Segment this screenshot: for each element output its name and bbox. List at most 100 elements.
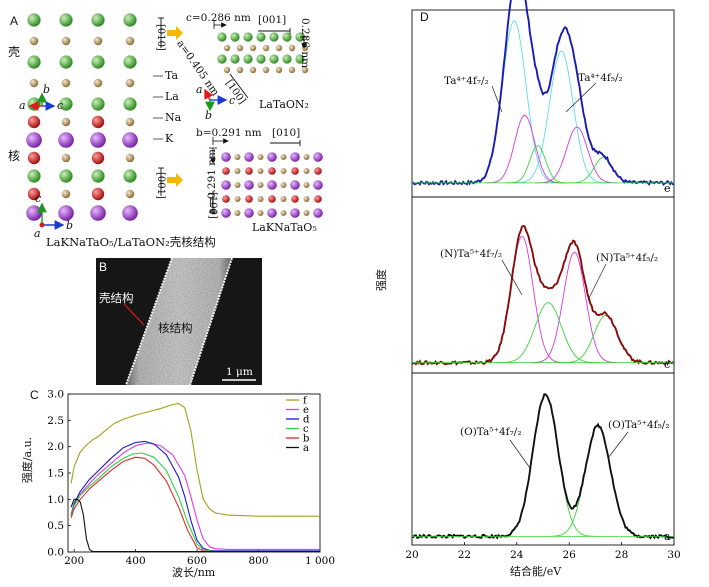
atom-k — [26, 132, 42, 148]
atom-ta — [249, 44, 257, 52]
atom-la — [217, 32, 227, 42]
chart-c-xtick-label: 200 — [64, 555, 84, 567]
series-line-b — [70, 456, 320, 553]
atom-label-na: Na — [165, 111, 182, 124]
atom-la — [230, 32, 240, 42]
atom-la — [123, 97, 137, 111]
bracket-010-lakna — [270, 140, 301, 146]
atom-ta — [288, 44, 296, 52]
atom-k — [313, 208, 323, 218]
fit-peak-e-3 — [535, 126, 618, 184]
atom-la — [59, 13, 73, 27]
atom-ta — [125, 36, 135, 46]
atom-la — [59, 97, 73, 111]
direction-001-latan2: [001] — [258, 14, 287, 26]
atom-k — [90, 205, 106, 221]
atom-ta — [303, 196, 310, 202]
legend-label-b: b — [303, 434, 309, 445]
legend-label-f: f — [303, 396, 308, 407]
atom-k — [313, 180, 323, 190]
sem-micrograph — [96, 258, 262, 385]
direction-010-lakna: [010] — [272, 127, 301, 139]
atom-ta — [262, 66, 270, 74]
dimension-c-marker — [213, 21, 227, 29]
atom-la — [256, 54, 266, 64]
atom-la — [269, 54, 279, 64]
atom-ta — [257, 154, 264, 160]
panel-d: e c a 20 22 24 26 28 30 D 强度 结合能/eV Ta⁴⁺4f₇/₂ Ta… — [360, 0, 709, 587]
atom-k — [244, 208, 254, 218]
atom-la — [91, 55, 105, 69]
panel-c: 200 400 600 800 1 000 0.0 0.5 1.0 1.5 2.0 2.5 3.0 f e… — [0, 386, 335, 587]
atom-ta — [257, 196, 264, 202]
atom-la — [91, 13, 105, 27]
chart-d-xtick-label: 24 — [510, 549, 524, 561]
atom-ta — [280, 196, 287, 202]
atom-ta — [288, 66, 296, 74]
chart-c-xtick-label: 1 000 — [305, 555, 335, 567]
chart-d-xtick-label: 22 — [458, 549, 471, 561]
chart-c-ytick-label: 1.5 — [47, 468, 64, 480]
atom-na — [222, 167, 230, 175]
atom-la — [282, 32, 292, 42]
axis-b-label-top: b — [43, 83, 51, 96]
atom-ta — [61, 117, 71, 127]
atom-ta — [61, 153, 71, 163]
legend-label-a: a — [303, 443, 309, 454]
axis-c-label-bottom: c — [35, 192, 42, 205]
panel-b-letter: B — [99, 260, 108, 274]
atom-k — [267, 180, 277, 190]
peak-label-e-2: Ta⁴⁺4f₅/₂ — [578, 72, 623, 84]
shell-label: 壳 — [8, 45, 21, 59]
atom-k — [221, 208, 231, 218]
latan2-name: LaTaON₂ — [259, 98, 309, 111]
latan2-axis-b: b — [205, 109, 213, 122]
atom-ta — [249, 66, 257, 74]
atom-ta — [125, 153, 135, 163]
chart-c-ytick-label: 2.5 — [47, 415, 64, 427]
axis-triad-left-top — [28, 92, 56, 111]
atom-la — [295, 54, 305, 64]
atom-k — [290, 152, 300, 162]
atom-ta — [275, 44, 283, 52]
transition-arrow-bottom — [167, 173, 183, 187]
axis-b-label-bottom: b — [66, 219, 74, 232]
atom-k — [90, 132, 106, 148]
atom-k — [58, 205, 74, 221]
atom-la — [282, 54, 292, 64]
lakna-name: LaKNaTaO₅ — [252, 221, 317, 234]
fit-peak-e-5 — [566, 157, 639, 184]
uv-vis-chart: 200 400 600 800 1 000 0.0 0.5 1.0 1.5 2.0 2.5 3.0 fe… — [47, 389, 335, 568]
core-shell-lattice — [26, 13, 138, 221]
chart-c-ytick-label: 0.0 — [47, 547, 64, 559]
chart-c-ytick-label: 2.0 — [47, 441, 64, 453]
panel-a: A 壳 核 Ta La Na K a b c a b c [010] [001]… — [0, 0, 380, 255]
panel-c-letter: C — [30, 388, 39, 402]
atom-ta — [301, 66, 309, 74]
atom-ta — [29, 36, 39, 46]
latan2-lattice — [217, 32, 309, 74]
chart-d-xtick-label: 28 — [615, 549, 628, 561]
atom-na — [91, 115, 105, 129]
annotation-pointer-4 — [509, 439, 531, 469]
atom-na — [268, 195, 276, 203]
chart-d-xtick-label: 30 — [667, 549, 680, 561]
chart-c-xtick-label: 600 — [187, 555, 207, 567]
atom-la — [123, 169, 137, 183]
fit-peak-a-0 — [495, 394, 596, 537]
dimension-side-marker — [300, 36, 308, 49]
fit-peak-c-1 — [531, 251, 618, 364]
peak-label-a-1: (O)Ta⁵⁺4f₇/₂ — [460, 426, 522, 438]
atom-ta — [234, 196, 241, 202]
panel-a-graphic — [26, 13, 323, 230]
atom-ta — [236, 66, 244, 74]
atom-ta — [93, 78, 103, 88]
atom-la — [27, 55, 41, 69]
atom-la — [217, 54, 227, 64]
axis-a-label-bottom: a — [34, 227, 41, 240]
axis-triad-left-bottom — [37, 202, 65, 230]
atom-la — [27, 97, 41, 111]
atom-ta — [280, 168, 287, 174]
atom-k — [122, 132, 138, 148]
atom-label-la: La — [165, 90, 179, 103]
